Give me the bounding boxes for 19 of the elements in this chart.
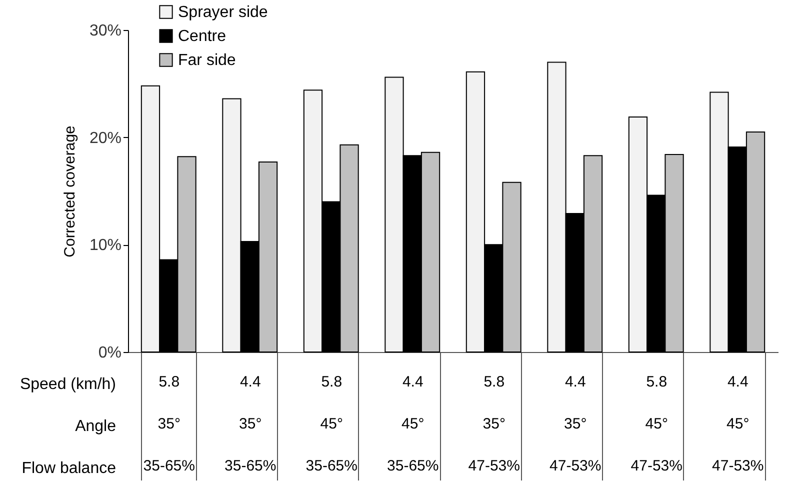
text: Angle: [75, 418, 116, 435]
y-tick-label: 0%: [98, 344, 122, 362]
legend-label: Centre: [178, 28, 226, 45]
y-axis-title: Corrected coverage: [61, 126, 78, 258]
category-label: 4.4 35° 35-65%: [224, 374, 276, 474]
category-label: 4.4 45° 35-65%: [387, 374, 439, 474]
legend-label: Far side: [178, 52, 236, 69]
text: Flow balance: [22, 460, 116, 477]
y-tick-label: 20%: [89, 130, 122, 147]
category-label: 5.8 35° 47-53%: [468, 374, 520, 474]
category-label: 5.8 45° 35-65%: [306, 374, 358, 474]
text: Speed (km/h): [20, 376, 116, 393]
category-label: 4.4 35° 47-53%: [550, 374, 602, 474]
category-label: 5.8 35° 35-65%: [143, 374, 195, 474]
category-label: 4.4 45° 47-53%: [712, 374, 764, 474]
y-tick-label: 30%: [89, 22, 122, 40]
category-label: 5.8 45° 47-53%: [630, 374, 682, 474]
legend-label: Sprayer side: [178, 4, 268, 21]
y-tick-label: 10%: [89, 237, 122, 254]
